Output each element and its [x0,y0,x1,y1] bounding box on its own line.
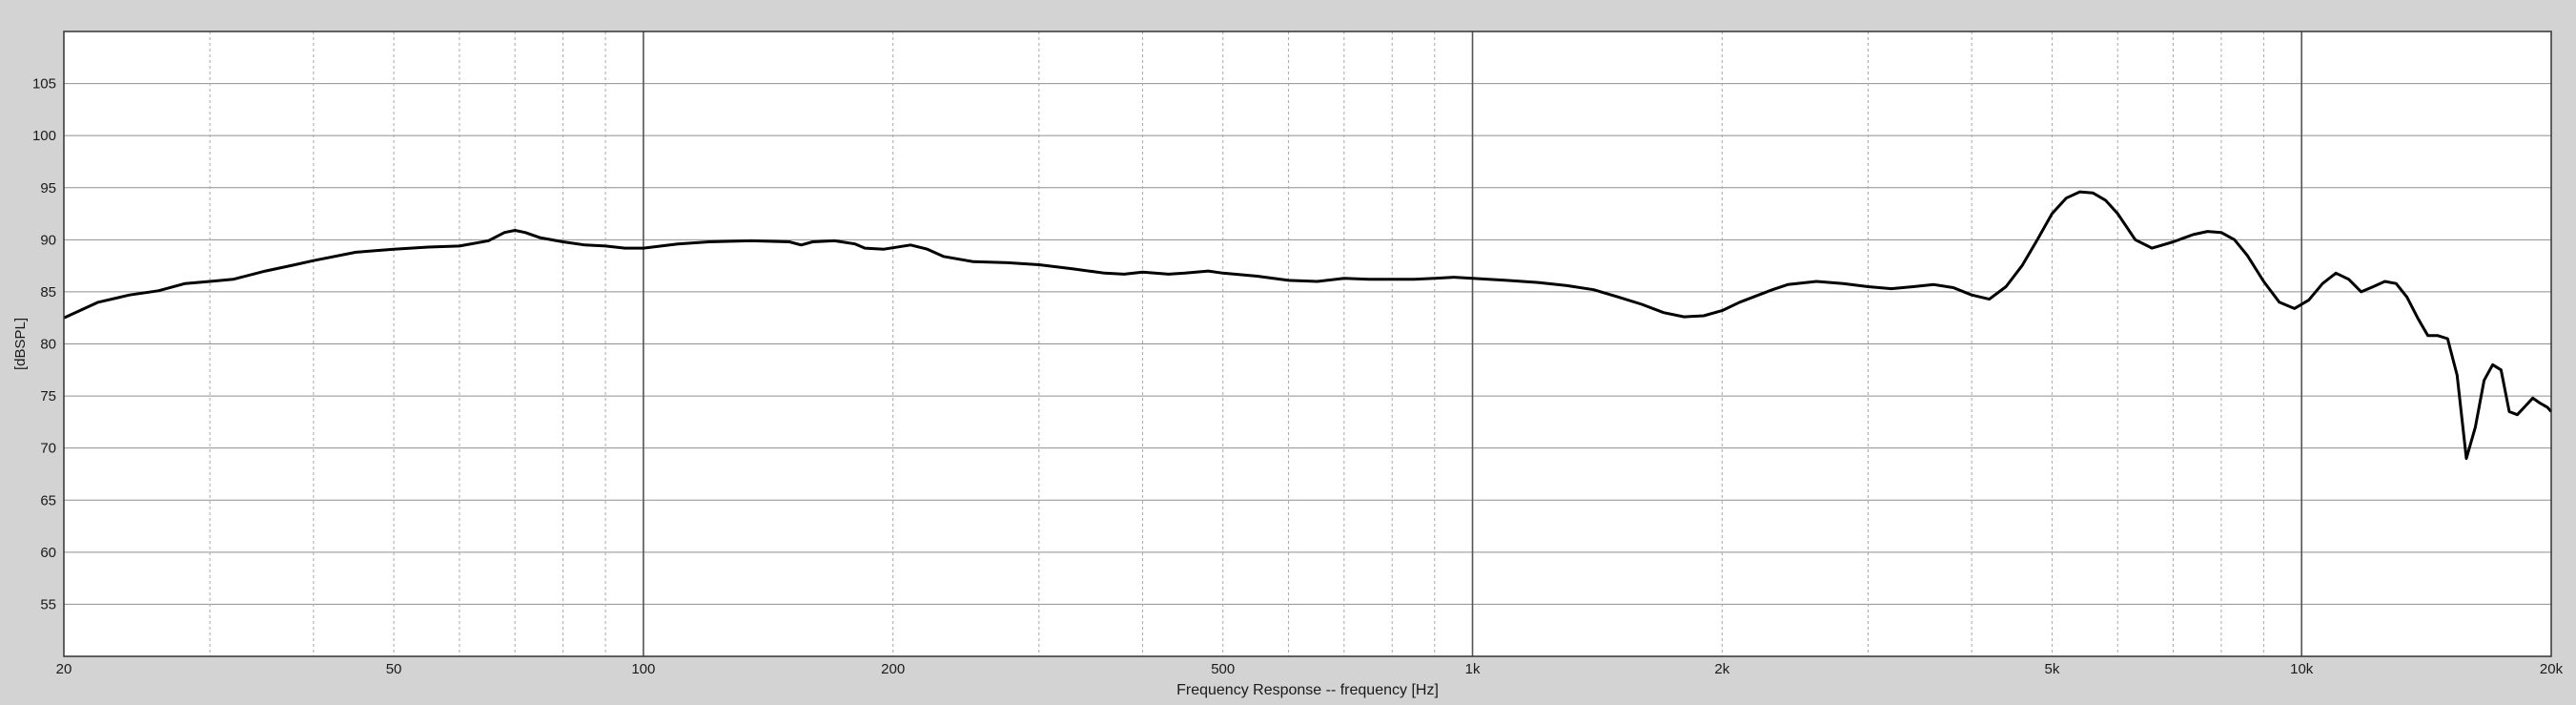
x-tick-label: 50 [386,661,402,677]
x-tick-label: 1k [1465,661,1481,677]
series-line [63,190,2553,461]
x-tick-label: 20k [2540,661,2564,677]
x-tick-label: 200 [881,661,905,677]
series-layer [63,190,2553,461]
y-tick-label: 95 [40,180,56,197]
y-tick-label: 60 [40,545,56,561]
x-tick-label: 100 [631,661,655,677]
x-axis-label: Frequency Response -- frequency [Hz] [1176,682,1439,698]
y-tick-label: 85 [40,284,56,301]
y-tick-label: 105 [32,76,56,93]
x-tick-labels: 20 50 100 200 500 1k 2k 5k 10k 20k [56,661,2564,677]
y-tick-label: 80 [40,337,56,353]
y-tick-label: 100 [32,128,56,144]
y-tick-labels: 55 60 65 70 75 80 85 90 95 100 105 [32,76,56,613]
x-tick-label: 5k [2044,661,2059,677]
y-axis-label: [dBSPL] [12,318,29,370]
y-tick-label: 75 [40,388,56,404]
x-tick-label: 10k [2290,661,2314,677]
y-tick-label: 90 [40,232,56,248]
y-tick-label: 70 [40,441,56,457]
y-tick-label: 55 [40,596,56,612]
y-tick-label: 65 [40,492,56,508]
x-tick-label: 2k [1714,661,1729,677]
plot-border [63,31,2552,657]
x-tick-label: 500 [1211,661,1235,677]
x-tick-label: 20 [56,661,72,677]
